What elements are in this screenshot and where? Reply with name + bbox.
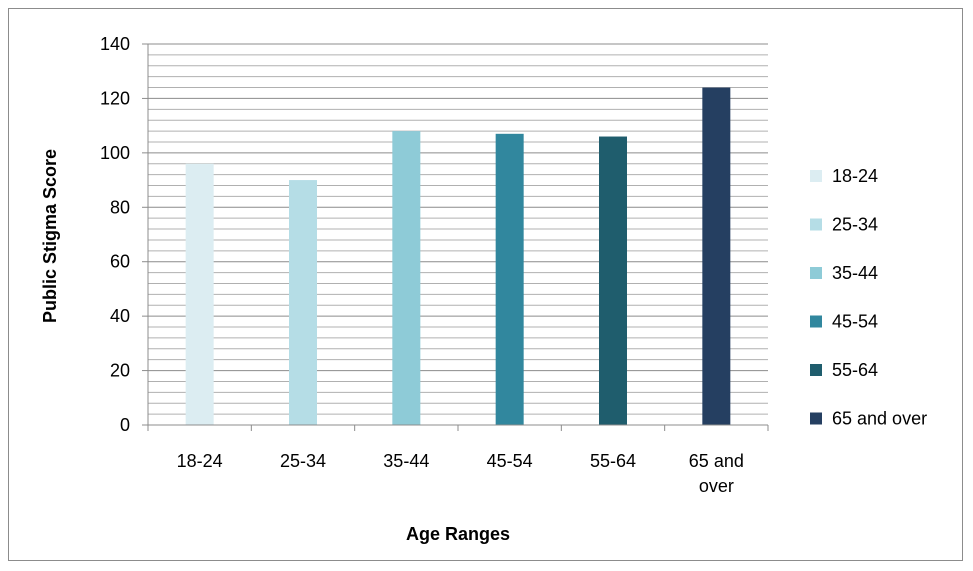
x-axis-title: Age Ranges xyxy=(406,524,510,544)
legend-swatch xyxy=(810,315,822,328)
bar-55-64 xyxy=(599,136,627,425)
x-tick-label: 25-34 xyxy=(280,451,326,471)
legend-label: 18-24 xyxy=(832,166,878,186)
y-axis-title: Public Stigma Score xyxy=(40,149,60,323)
bar-18-24 xyxy=(185,163,214,425)
legend-swatch xyxy=(810,170,822,182)
y-tick-label: 140 xyxy=(100,34,130,54)
legend: 18-24 25-34 35-44 45-54 55-64 65 and over xyxy=(810,166,927,429)
bar-45-54 xyxy=(495,133,524,426)
bar-25-34 xyxy=(289,180,317,425)
legend-label: 25-34 xyxy=(832,215,878,235)
y-tick-label: 40 xyxy=(110,306,130,326)
legend-swatch xyxy=(810,218,822,231)
y-tick-label: 80 xyxy=(110,197,130,217)
y-tick-label: 120 xyxy=(100,88,130,108)
legend-swatch xyxy=(810,364,822,376)
x-tick-label: 65 and xyxy=(689,451,744,471)
grid-lines xyxy=(148,43,768,426)
y-tick-label: 60 xyxy=(110,252,130,272)
x-tick-label: 45-54 xyxy=(487,451,533,471)
x-axis-ticks: 18-24 25-34 35-44 45-54 55-64 65 and over xyxy=(147,425,769,496)
legend-label: 65 and over xyxy=(832,409,927,429)
legend-swatch xyxy=(810,267,822,279)
legend-label: 35-44 xyxy=(832,263,878,283)
x-tick-label: 18-24 xyxy=(177,451,223,471)
y-tick-label: 100 xyxy=(100,143,130,163)
bar-65-and-over xyxy=(702,87,731,426)
legend-label: 45-54 xyxy=(832,312,878,332)
bars xyxy=(185,87,731,426)
legend-swatch xyxy=(810,412,822,425)
bar-35-44 xyxy=(392,131,421,426)
chart-frame xyxy=(8,8,963,561)
x-tick-label: 55-64 xyxy=(590,451,636,471)
y-tick-label: 20 xyxy=(110,361,130,381)
y-tick-label: 0 xyxy=(120,415,130,435)
legend-label: 55-64 xyxy=(832,360,878,380)
y-axis-ticks: 0 20 40 60 80 100 120 140 xyxy=(100,34,148,435)
x-tick-label: 35-44 xyxy=(383,451,429,471)
x-tick-label: over xyxy=(699,476,734,496)
